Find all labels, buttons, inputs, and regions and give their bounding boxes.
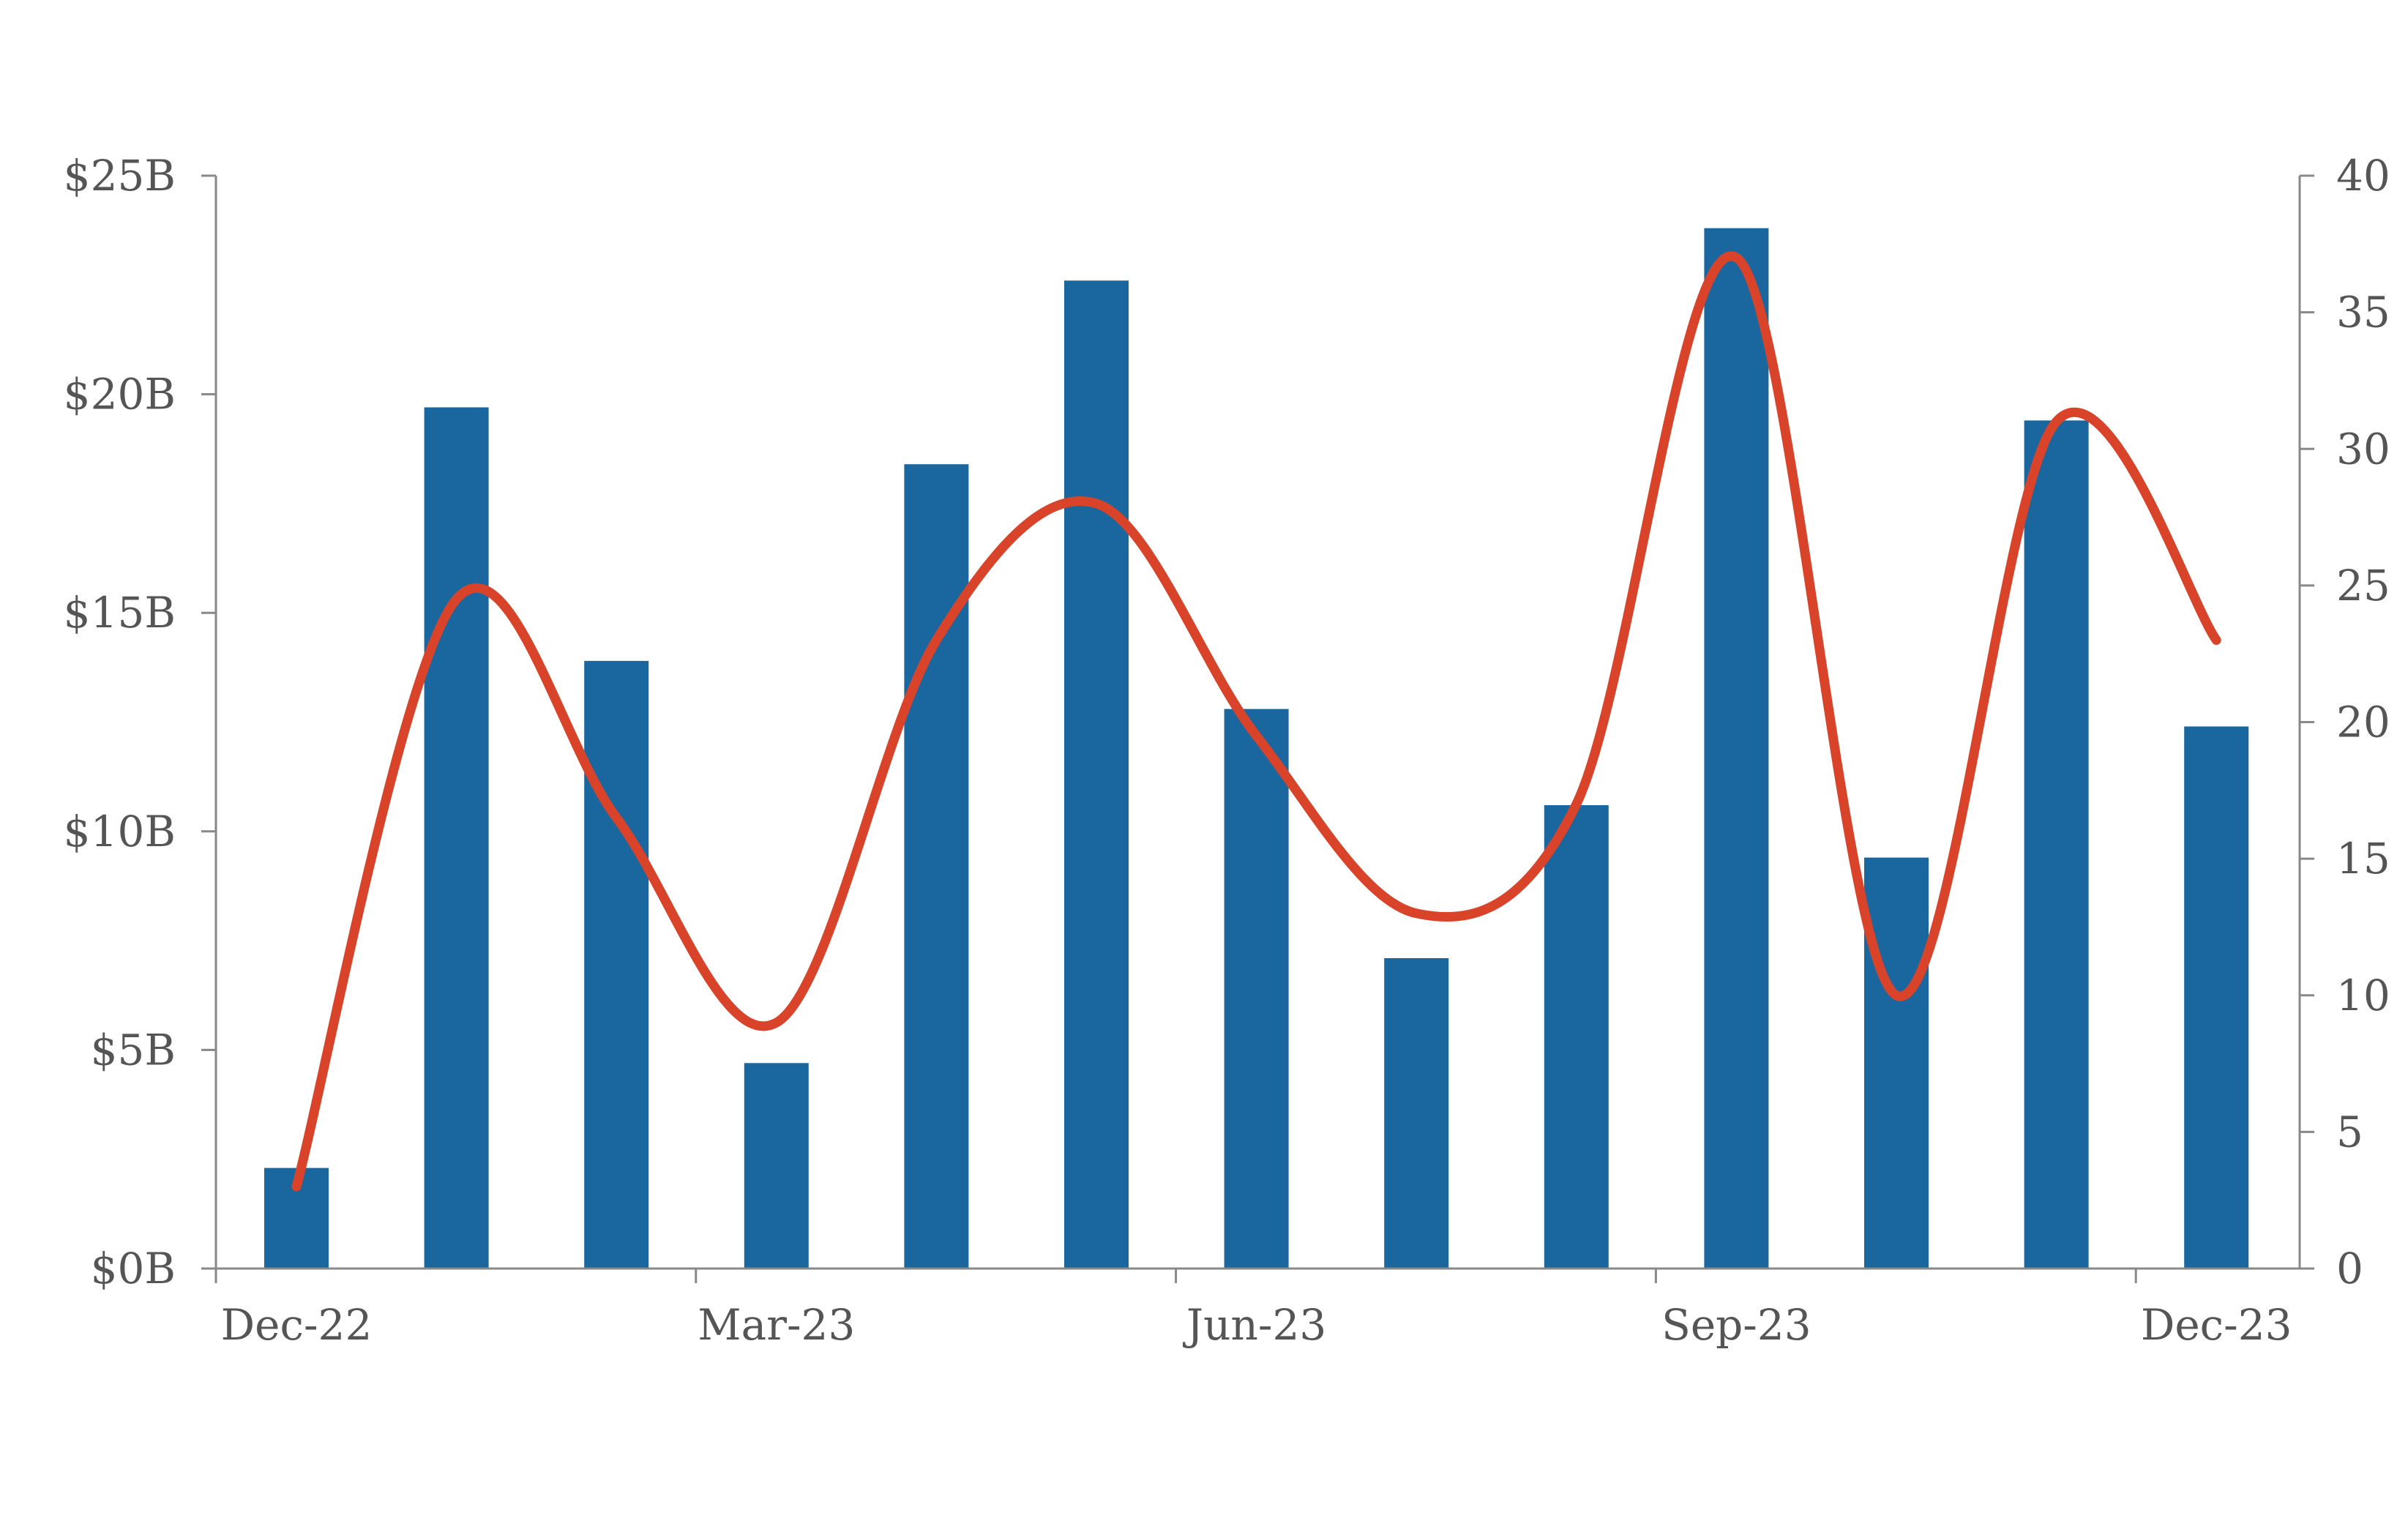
bar-may-23 [1064,280,1129,1269]
x-tick-label: Mar-23 [698,1300,855,1350]
bar-apr-23 [904,464,969,1269]
right-y-tick-label: 25 [2336,561,2390,610]
right-y-tick-label: 5 [2336,1107,2363,1157]
line-layer [291,251,2221,1192]
left-y-tick-label: $10B [64,807,176,856]
right-y-tick-label: 0 [2336,1244,2363,1293]
right-y-tick-label: 15 [2336,834,2390,883]
bar-aug-23 [1544,805,1609,1269]
x-tick-label: Dec-23 [2141,1300,2292,1350]
bar-jan-23 [424,407,489,1269]
left-y-tick-label: $0B [91,1244,176,1293]
bar-mar-23 [744,1063,809,1269]
x-tick-label: Sep-23 [1661,1300,1811,1350]
bar-dec-23 [2184,726,2249,1269]
line-series [291,251,2221,1192]
bar-nov-23 [2024,420,2089,1269]
bar-oct-23 [1864,857,1929,1269]
bar-jun-23 [1224,709,1289,1269]
bars-layer [264,228,2249,1269]
left-y-tick-label: $25B [64,151,176,201]
left-y-tick-label: $5B [91,1025,176,1075]
right-y-tick-label: 40 [2336,151,2390,201]
left-y-tick-label: $15B [64,588,176,638]
x-tick-label: Jun-23 [1183,1300,1326,1350]
labels-layer: $0B $5B $10B $15B $20B $25B 0 5 10 15 20 25 30 35 40 De… [64,151,2390,1350]
bar-jul-23 [1384,958,1449,1269]
axes-layer [201,174,2314,1283]
right-y-tick-label: 35 [2336,288,2390,337]
right-y-tick-label: 20 [2336,698,2390,747]
bar-sep-23 [1704,228,1769,1269]
x-tick-label: Dec-22 [221,1300,373,1350]
bar-feb-23 [584,660,649,1269]
left-y-tick-label: $20B [64,370,176,419]
right-y-tick-label: 10 [2336,971,2390,1020]
right-y-tick-label: 30 [2336,424,2390,474]
